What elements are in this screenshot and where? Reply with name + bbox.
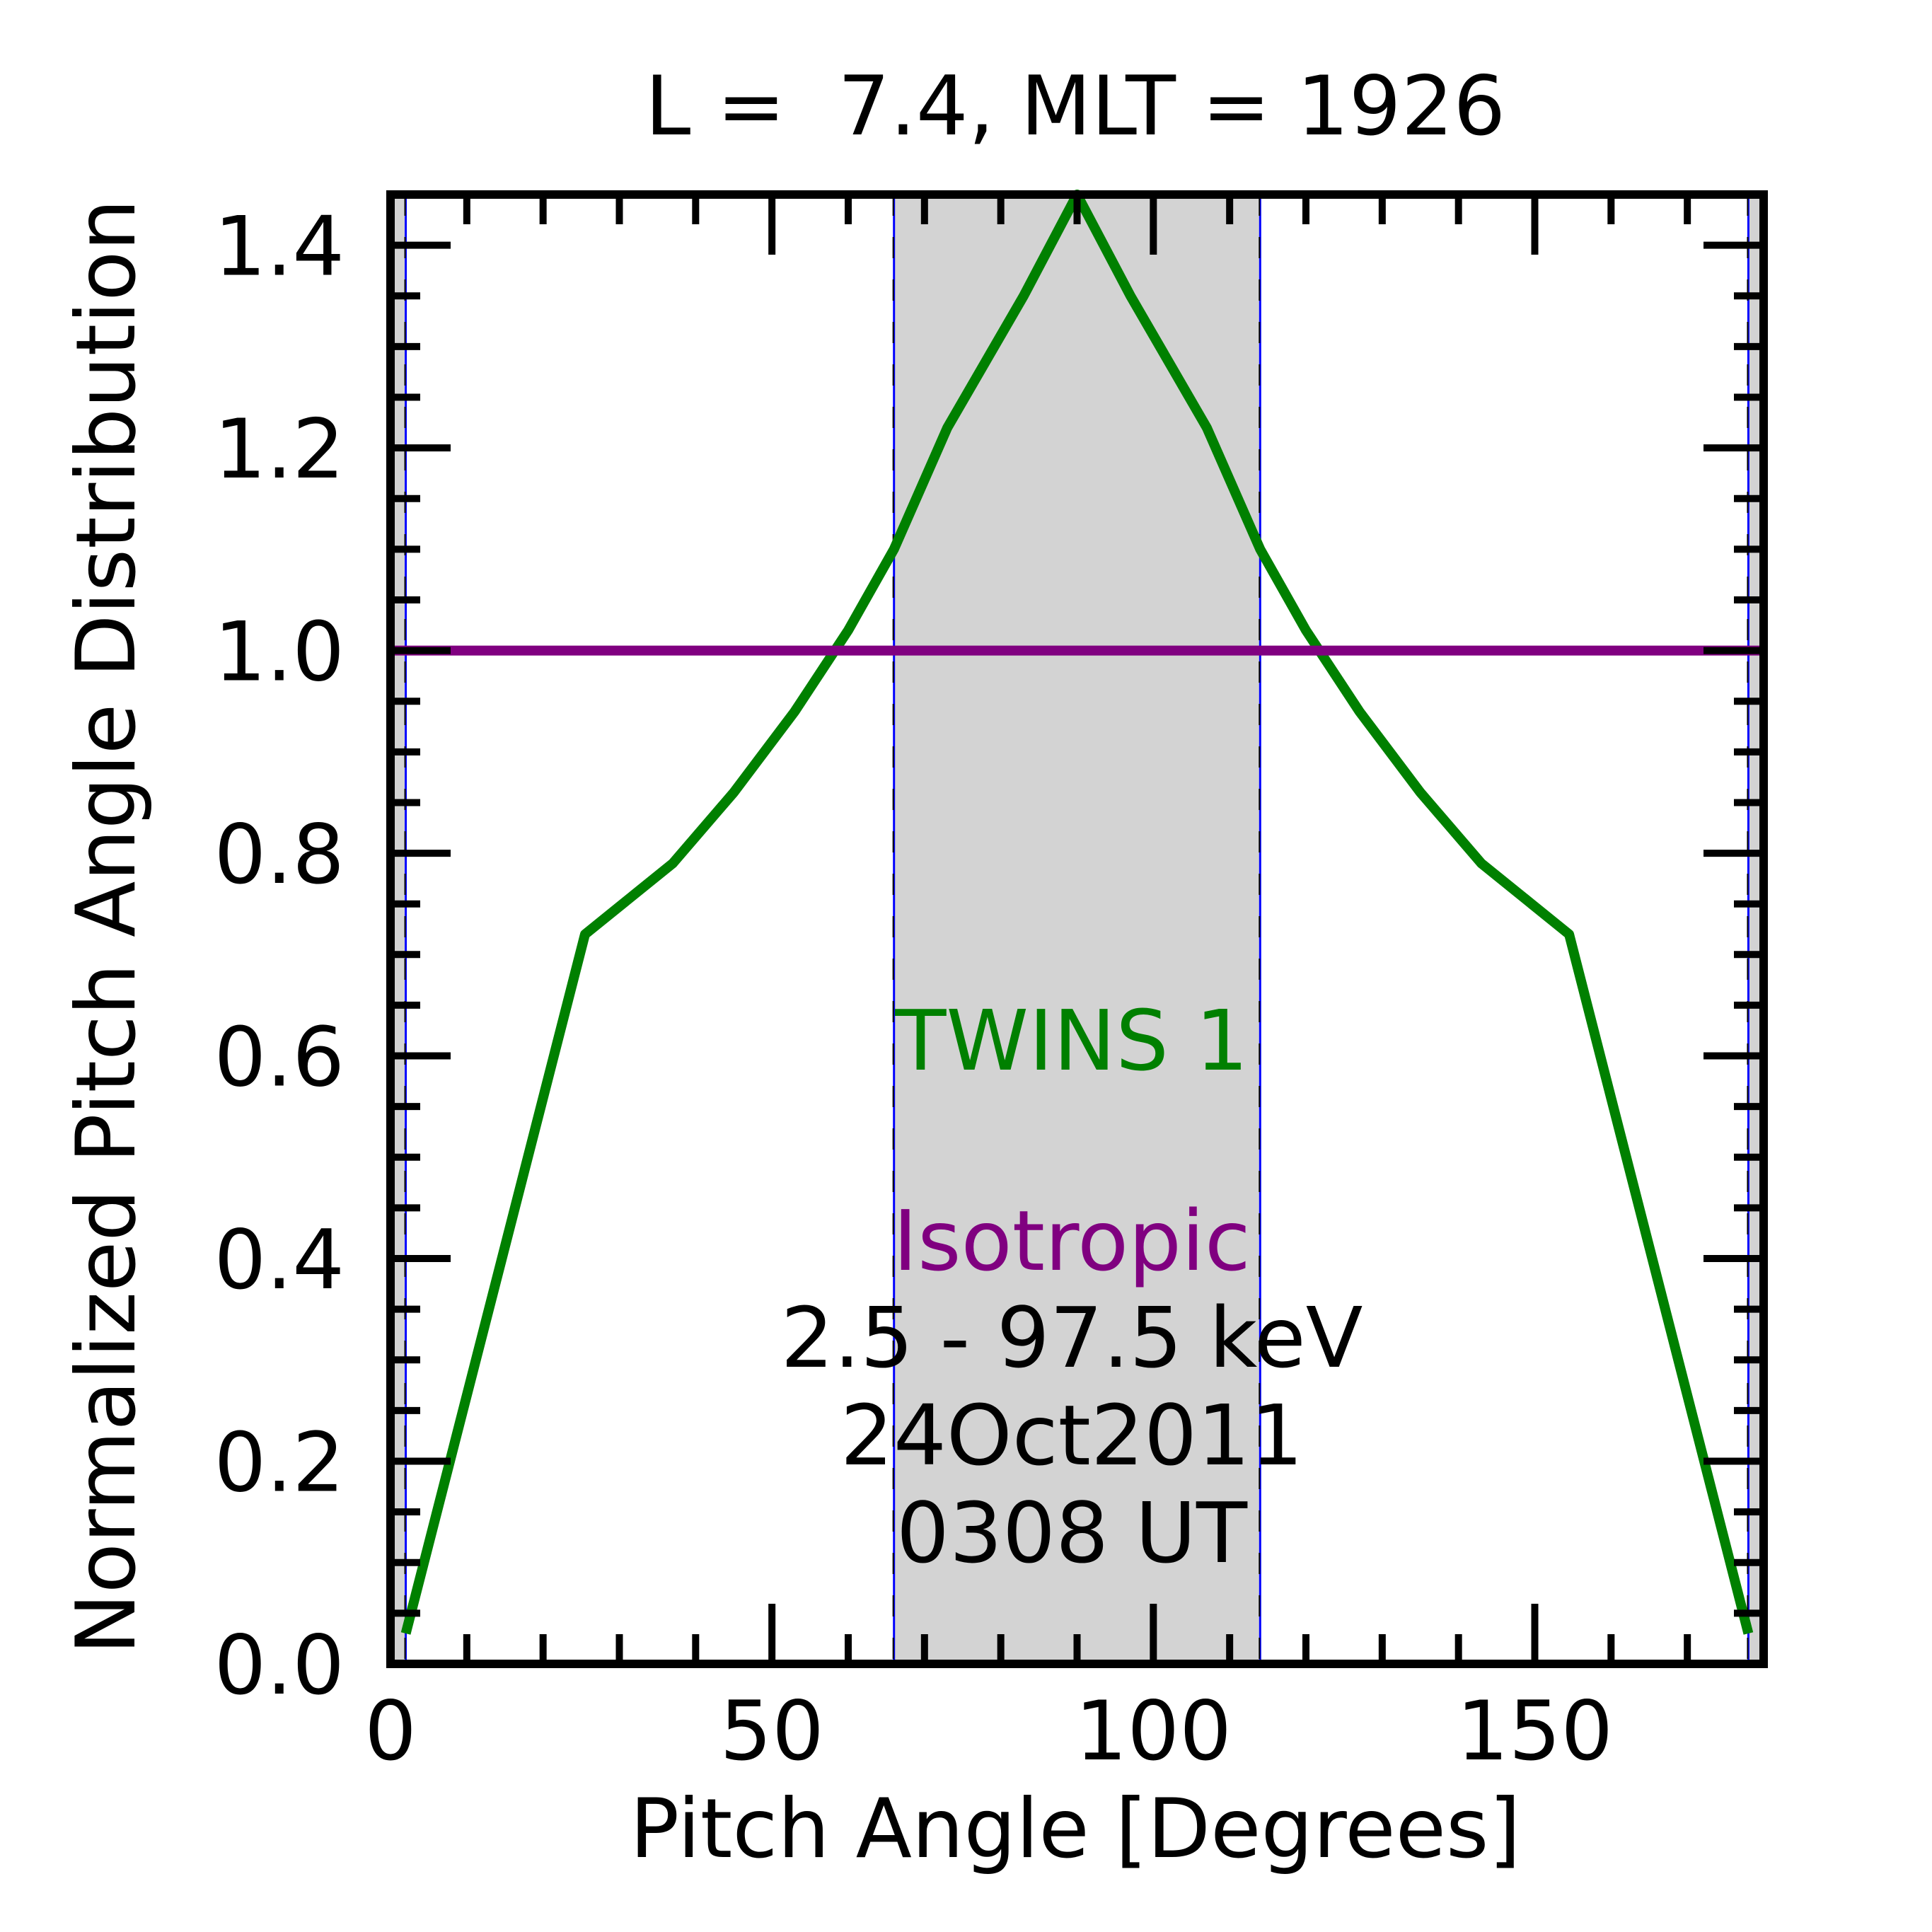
chart-title: L = 7.4, MLT = 1926 (645, 59, 1505, 154)
time-label: 0308 UT (896, 1484, 1248, 1582)
x-axis-label: Pitch Angle [Degrees] (630, 1781, 1520, 1877)
y-tick-label: 0.2 (214, 1416, 345, 1511)
plot-area: 0 50 100 150 0.0 0.2 0.4 0.6 0.8 1.0 1.2 1.4 (214, 190, 1768, 1779)
shaded-region (893, 195, 1261, 1664)
annotations: TWINS 1 Isotropic 2.5 - 97.5 keV 24Oct20… (781, 992, 1363, 1582)
y-tick-label: 0.0 (214, 1618, 345, 1713)
isotropic-label: Isotropic (893, 1192, 1250, 1290)
y-tick-label: 0.8 (214, 807, 345, 903)
date-label: 24Oct2011 (840, 1387, 1303, 1484)
plot-frame (386, 190, 1768, 1668)
x-tick-label: 0 (364, 1684, 417, 1779)
energy-range-label: 2.5 - 97.5 keV (781, 1289, 1363, 1387)
y-tick-label: 1.2 (214, 402, 345, 497)
x-tick-label: 150 (1457, 1684, 1613, 1779)
y-axis-label: Normalized Pitch Angle Distribution (59, 199, 154, 1655)
y-tick-label: 0.6 (214, 1010, 345, 1106)
y-tick-label: 0.4 (214, 1213, 345, 1308)
twins-label: TWINS 1 (894, 992, 1248, 1089)
x-tick-label: 50 (719, 1684, 824, 1779)
y-tick-label: 1.0 (214, 605, 345, 700)
y-tick-label: 1.4 (214, 199, 345, 295)
x-tick-label: 100 (1075, 1684, 1232, 1779)
